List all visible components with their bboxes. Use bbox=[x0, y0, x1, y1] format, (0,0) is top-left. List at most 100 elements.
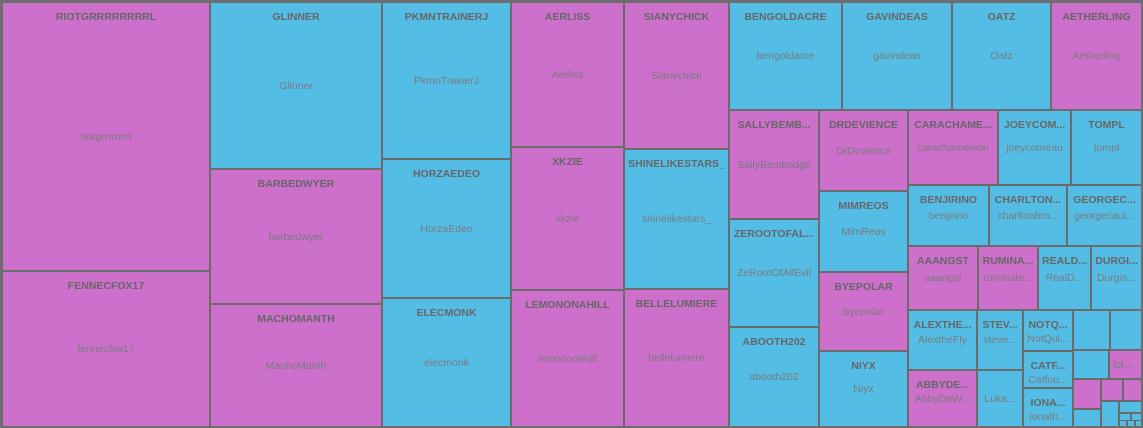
cell-label: MimReos bbox=[841, 226, 886, 238]
treemap-cell-drdevience[interactable]: DRDEVIENCE DrDevience bbox=[819, 110, 908, 191]
cell-label: bengoldacre bbox=[756, 50, 815, 62]
cell-title: AAANGST bbox=[917, 255, 969, 267]
treemap-cell-alexthefly[interactable]: ALEXTHE... AlextheFly bbox=[908, 310, 977, 370]
cell-title: ELECMONK bbox=[416, 307, 477, 319]
treemap-cell-zerootofallevil[interactable]: ZEROOTOFAL... ZeRootOfAllEvil bbox=[729, 219, 819, 327]
treemap-cell-durgis[interactable]: DURGI... Durgis... bbox=[1091, 246, 1142, 310]
treemap-cell-small-38[interactable] bbox=[1073, 310, 1110, 350]
treemap-cell-lola[interactable]: lola... bbox=[1109, 350, 1142, 379]
treemap-cell-bengoldacre[interactable]: BENGOLDACRE bengoldacre bbox=[729, 2, 842, 110]
treemap-cell-charltonbro[interactable]: CHARLTON... charltonbro... bbox=[989, 185, 1067, 246]
treemap-cell-mimreos[interactable]: MIMREOS MimReos bbox=[819, 191, 908, 272]
treemap-cell-small-55[interactable] bbox=[1127, 420, 1135, 427]
treemap-cell-small-47[interactable] bbox=[1101, 379, 1123, 401]
cell-title: RUMINA... bbox=[982, 255, 1034, 267]
treemap-cell-luka[interactable]: Luka... bbox=[977, 370, 1023, 427]
cell-label: fennecfox17 bbox=[77, 343, 135, 355]
treemap-cell-georgecaul[interactable]: GEORGEC... georgecaul... bbox=[1067, 185, 1142, 246]
cell-label: lemononahill bbox=[538, 353, 597, 365]
treemap-cell-small-54[interactable] bbox=[1119, 420, 1127, 427]
cell-label: riotgrrrrrrrrl bbox=[80, 131, 132, 143]
cell-title: BENJIRINO bbox=[919, 194, 978, 206]
cell-label: joeycomeau bbox=[1006, 142, 1063, 154]
treemap-cell-small-50[interactable] bbox=[1101, 401, 1119, 427]
cell-label: lola... bbox=[1113, 359, 1138, 371]
cell-title: BENGOLDACRE bbox=[744, 11, 827, 23]
cell-title: HORZAEDEO bbox=[412, 168, 481, 180]
treemap-cell-reald[interactable]: REALD... RealD... bbox=[1038, 246, 1091, 310]
cell-label: gavindeas bbox=[873, 50, 921, 62]
cell-label: Sianychick bbox=[651, 70, 702, 82]
treemap-cell-small-51[interactable] bbox=[1119, 401, 1142, 413]
treemap-cell-ruminate[interactable]: RUMINA... ruminate... bbox=[978, 246, 1038, 310]
cell-title: JOEYCOM... bbox=[1003, 119, 1066, 131]
cell-label: SallyBembridge bbox=[737, 159, 811, 171]
treemap-cell-sallybembridge[interactable]: SALLYBEMB... SallyBembridge bbox=[729, 110, 819, 219]
cell-title: SHINELIKESTARS_ bbox=[628, 158, 725, 170]
cell-title: IONA... bbox=[1030, 397, 1066, 409]
treemap-cell-lemononahill[interactable]: LEMONONAHILL lemononahill bbox=[511, 290, 624, 427]
cell-title: NOTQ... bbox=[1028, 319, 1068, 331]
treemap-cell-small-49[interactable] bbox=[1073, 409, 1101, 427]
treemap-cell-aaangst[interactable]: AAANGST aaangst bbox=[908, 246, 978, 310]
cell-title: FENNECFOX17 bbox=[67, 280, 145, 292]
cell-label: bellelumiere bbox=[648, 352, 705, 364]
cell-label: AlextheFly bbox=[917, 334, 968, 346]
treemap-cell-carachameleon[interactable]: CARACHAME... carachameleon bbox=[908, 110, 998, 185]
treemap-cell-abbydew[interactable]: ABBYDE... AbbyDeW... bbox=[908, 370, 977, 427]
cell-label: HorzaEdeo bbox=[420, 223, 473, 235]
cell-label: Luka... bbox=[984, 393, 1016, 405]
treemap-cell-small-46[interactable] bbox=[1073, 379, 1101, 409]
treemap-cell-joeycomeau[interactable]: JOEYCOM... joeycomeau bbox=[998, 110, 1071, 185]
cell-title: GEORGEC... bbox=[1073, 194, 1136, 206]
treemap-cell-niyx[interactable]: NIYX Niyx bbox=[819, 351, 908, 427]
treemap-cell-small-43[interactable] bbox=[1073, 350, 1109, 379]
treemap-cell-oatz[interactable]: OATZ Oatz bbox=[952, 2, 1051, 110]
treemap-cell-byepolar[interactable]: BYEPOLAR byepolar bbox=[819, 272, 908, 351]
treemap-cell-shinelikestars[interactable]: SHINELIKESTARS_ shinelikestars_ bbox=[624, 149, 729, 289]
treemap-cell-catfou[interactable]: CATF... Catfou... bbox=[1023, 351, 1073, 388]
cell-title: REALD... bbox=[1042, 255, 1087, 267]
cell-title: ABOOTH202 bbox=[742, 336, 806, 348]
treemap-cell-horzaedeo[interactable]: HORZAEDEO HorzaEdeo bbox=[382, 159, 511, 298]
treemap-cell-bellelumiere[interactable]: BELLELUMIERE bellelumiere bbox=[624, 289, 729, 427]
treemap-cell-small-48[interactable] bbox=[1123, 379, 1142, 401]
treemap-cell-tompl[interactable]: TOMPL tompl bbox=[1071, 110, 1142, 185]
treemap-cell-xkzie[interactable]: XKZIE xkzie bbox=[511, 147, 624, 290]
treemap-cell-barbedwyer[interactable]: BARBEDWYER barbedwyer bbox=[210, 169, 382, 304]
cell-label: NotQui... bbox=[1027, 333, 1069, 345]
cell-label: ruminate... bbox=[983, 272, 1033, 284]
cell-title: CHARLTON... bbox=[994, 194, 1062, 206]
treemap-cell-machomanth[interactable]: MACHOMANTH MachoManth bbox=[210, 304, 382, 427]
cell-label: RealD... bbox=[1045, 272, 1084, 284]
treemap-cell-gavindeas[interactable]: GAVINDEAS gavindeas bbox=[842, 2, 952, 110]
cell-label: tompl bbox=[1093, 142, 1120, 154]
cell-title: STEV... bbox=[982, 319, 1018, 331]
cell-title: BELLELUMIERE bbox=[635, 298, 718, 310]
cell-label: AbbyDeW... bbox=[914, 393, 971, 405]
treemap-cell-aerliss[interactable]: AERLISS Aerliss bbox=[511, 2, 624, 147]
treemap-cell-benjirino[interactable]: BENJIRINO benjirino bbox=[908, 185, 989, 246]
cell-label: Aetherling bbox=[1072, 50, 1121, 62]
cell-title: BARBEDWYER bbox=[257, 178, 335, 190]
treemap-cell-fennecfox17[interactable]: FENNECFOX17 fennecfox17 bbox=[2, 271, 210, 427]
cell-title: SALLYBEMB... bbox=[737, 119, 811, 131]
cell-label: DrDevience bbox=[836, 145, 891, 157]
treemap-cell-elecmonk[interactable]: ELECMONK elecmonk bbox=[382, 298, 511, 427]
treemap-cell-aetherling[interactable]: AETHERLING Aetherling bbox=[1051, 2, 1142, 110]
cell-label: Catfou... bbox=[1028, 374, 1068, 386]
treemap-cell-steve[interactable]: STEV... steve... bbox=[977, 310, 1023, 370]
cell-label: georgecaul... bbox=[1074, 210, 1135, 222]
treemap-cell-glinner[interactable]: GLINNER Glinner bbox=[210, 2, 382, 169]
treemap-cell-small-39[interactable] bbox=[1110, 310, 1142, 350]
cell-title: ABBYDE... bbox=[915, 379, 970, 391]
treemap-cell-abooth202[interactable]: ABOOTH202 abooth202 bbox=[729, 327, 819, 427]
treemap-cell-sianychick[interactable]: SIANYCHICK Sianychick bbox=[624, 2, 729, 149]
treemap-cell-pkmntrainerj[interactable]: PKMNTRAINERJ PkmnTrainerJ bbox=[382, 2, 511, 159]
cell-label: PkmnTrainerJ bbox=[414, 75, 479, 87]
treemap-cell-small-56[interactable] bbox=[1135, 420, 1142, 427]
cell-label: xkzie bbox=[555, 213, 580, 225]
treemap-cell-ionath[interactable]: IONA... Ionath... bbox=[1023, 388, 1073, 427]
treemap-cell-notqui[interactable]: NOTQ... NotQui... bbox=[1023, 310, 1073, 351]
treemap-cell-riotgrrrrrrrrl[interactable]: RIOTGRRRRRRRRL riotgrrrrrrrrl bbox=[2, 2, 210, 271]
